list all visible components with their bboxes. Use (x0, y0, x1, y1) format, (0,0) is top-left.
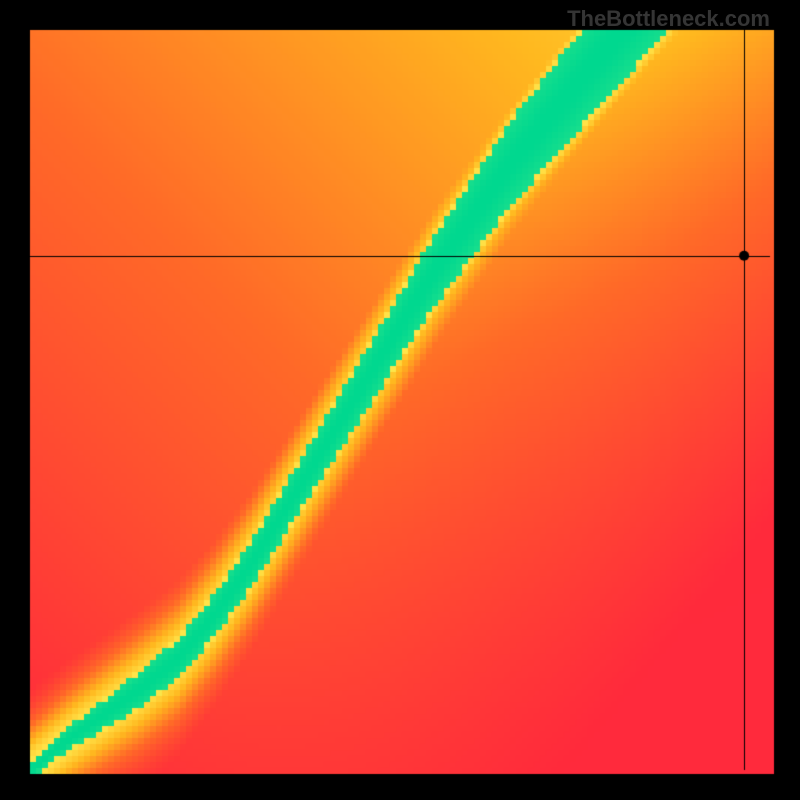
bottleneck-heatmap (0, 0, 800, 800)
watermark-text: TheBottleneck.com (567, 6, 770, 32)
chart-container: TheBottleneck.com (0, 0, 800, 800)
